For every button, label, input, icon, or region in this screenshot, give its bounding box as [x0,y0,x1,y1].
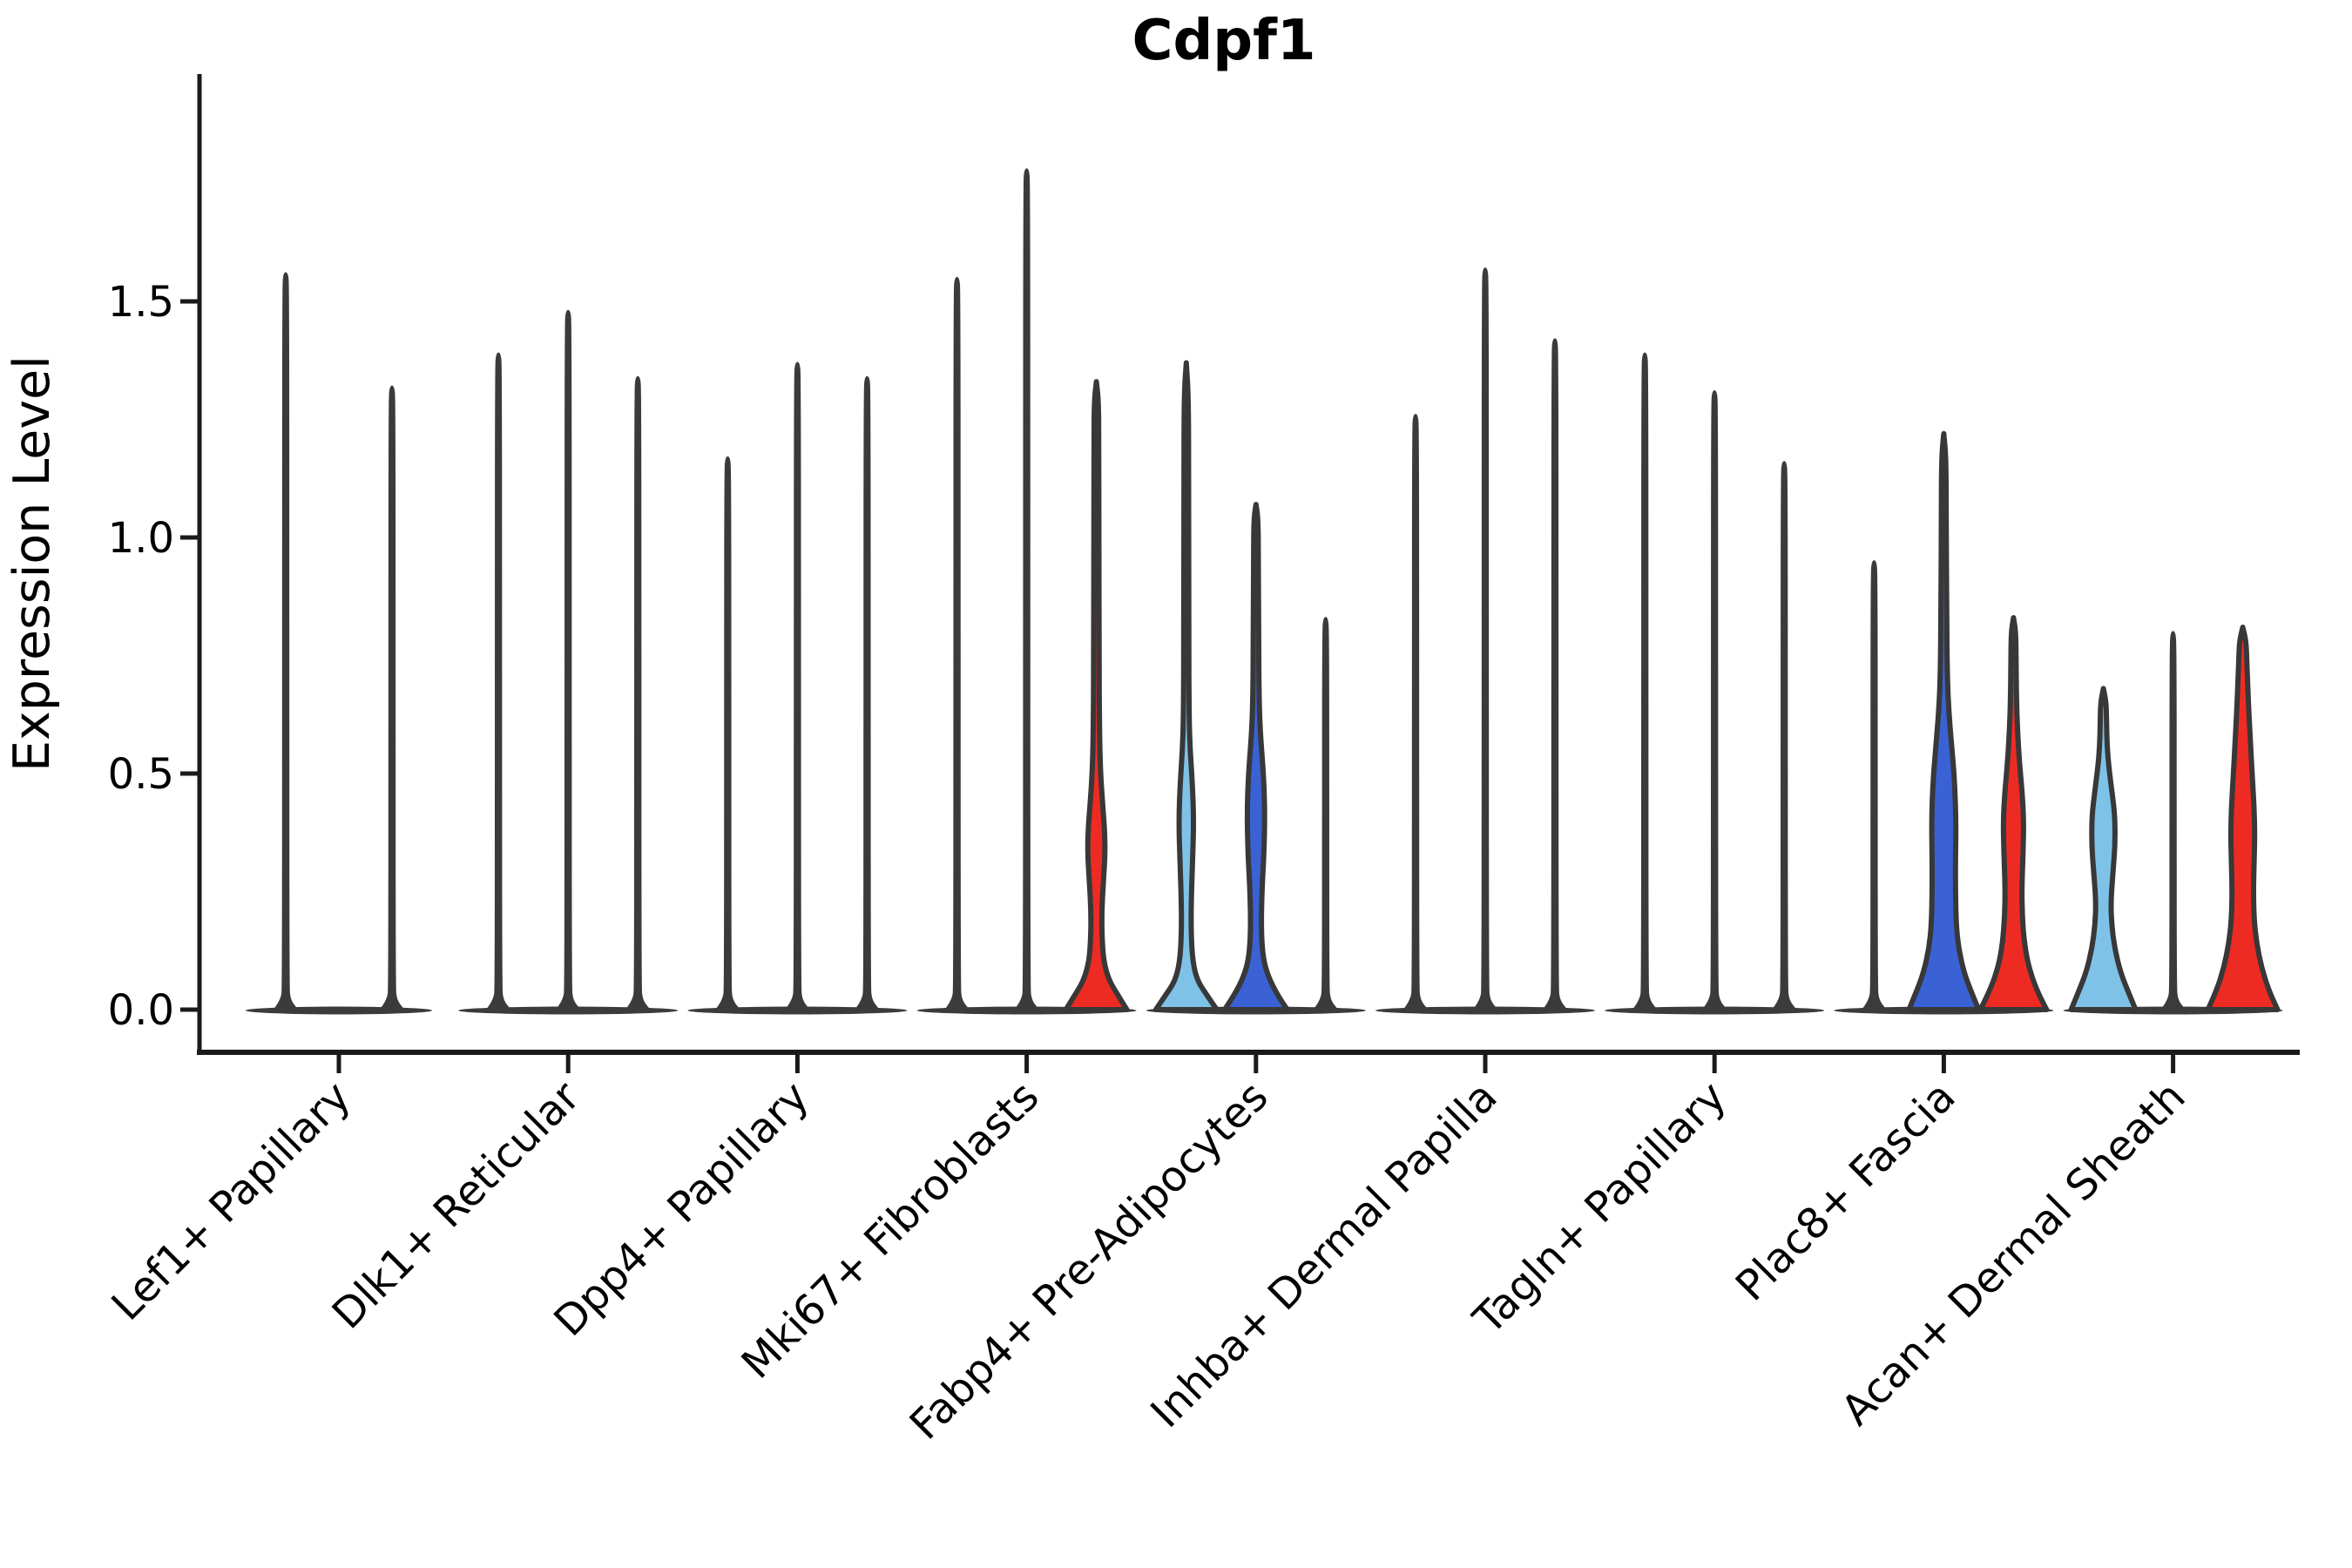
violin-spike-g1-1 [556,309,581,1010]
violin-spike-g0-1 [380,385,404,1010]
group-baseline-0 [246,1006,432,1015]
violin-skyblue-g4-0 [1152,360,1220,1012]
violin-spike-g5-0 [1403,414,1428,1010]
violin-spike-g2-1 [785,362,810,1010]
violin-spike-g1-0 [486,352,511,1010]
violin-spike-g0-0 [274,272,298,1010]
violin-spike-g6-1 [1702,390,1727,1010]
y-axis-label: Expression Level [3,355,61,772]
violin-spike-g2-0 [715,456,740,1010]
y-tick-label-0.5: 0.5 [108,750,174,799]
violin-spike-g4-2 [1313,617,1338,1010]
violin-red-g8-2 [2205,625,2281,1012]
violin-spike-g2-2 [855,375,880,1010]
violin-spike-g5-2 [1543,338,1567,1010]
y-tick-label-1.0: 1.0 [108,514,174,563]
violin-spike-g5-1 [1473,267,1497,1010]
y-tick-label-0.0: 0.0 [108,986,174,1035]
x-tick-label-tagln-papillary: Tagln+ Papillary [1463,1072,1735,1344]
x-tick-label-dpp4-papillary: Dpp4+ Papillary [544,1072,818,1346]
violin-spike-g1-2 [625,375,651,1010]
plot-area [180,74,2300,1073]
y-tick-label-1.5: 1.5 [108,278,174,327]
violin-red-g7-2 [1977,615,2050,1012]
violin-blue-g4-1 [1221,502,1290,1012]
violin-skyblue-g8-0 [2068,686,2139,1012]
violin-spike-g6-2 [1772,461,1797,1010]
violin-blue-g7-1 [1906,430,1982,1012]
x-tick-label-plac8-fascia: Plac8+ Fascia [1727,1072,1965,1311]
violin-spike-g3-0 [944,276,970,1010]
violin-red-g3-2 [1063,379,1130,1012]
violin-spike-g3-1 [1014,168,1039,1010]
violin-spike-g6-0 [1632,352,1658,1010]
chart-title: Cdpf1 [1132,9,1316,73]
violin-spike-g7-0 [1862,560,1887,1010]
violin-spike-g8-1 [2160,631,2186,1010]
x-tick-label-lef1-papillary: Lef1+ Papillary [103,1072,361,1330]
x-tick-label-dlk1-reticular: Dlk1+ Reticular [323,1072,590,1339]
